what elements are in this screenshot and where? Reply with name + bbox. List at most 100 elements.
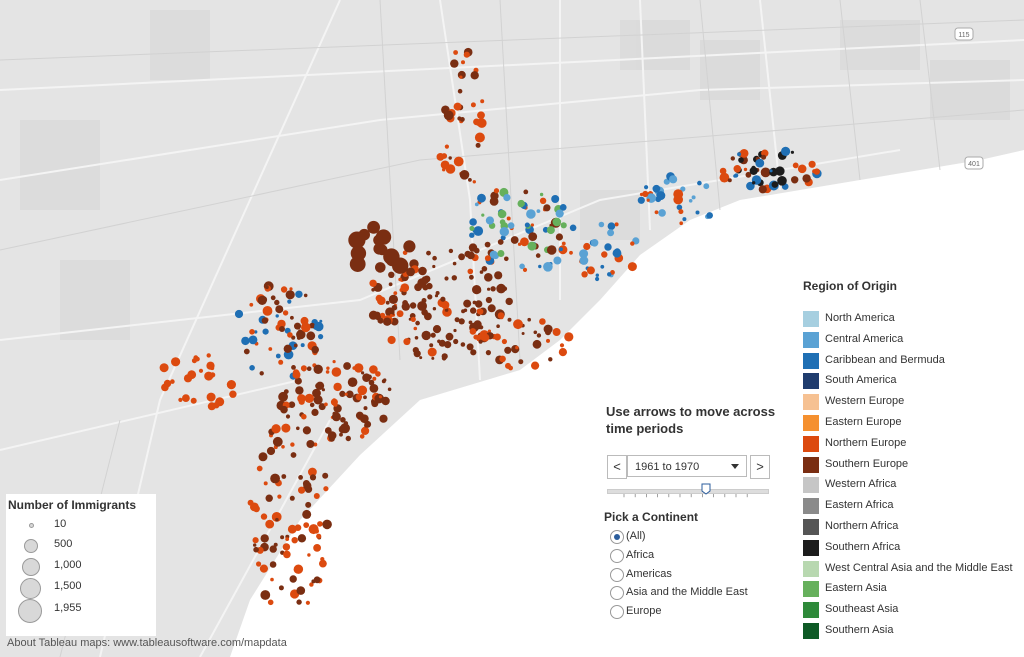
immigrant-marker[interactable] [396, 310, 404, 318]
immigrant-marker[interactable] [290, 442, 295, 447]
immigrant-marker[interactable] [339, 390, 346, 397]
immigrant-marker[interactable] [324, 402, 328, 407]
prev-period-button[interactable]: < [607, 455, 627, 479]
immigrant-marker[interactable] [758, 185, 767, 194]
immigrant-marker[interactable] [317, 521, 323, 527]
immigrant-marker[interactable] [313, 576, 321, 584]
immigrant-marker[interactable] [442, 307, 452, 317]
immigrant-marker[interactable] [410, 316, 416, 322]
immigrant-marker[interactable] [417, 278, 427, 288]
immigrant-marker[interactable] [332, 360, 336, 364]
immigrant-marker[interactable] [206, 353, 211, 358]
immigrant-marker[interactable] [441, 356, 447, 361]
immigrant-marker[interactable] [481, 333, 490, 342]
immigrant-marker[interactable] [614, 222, 619, 227]
region-legend-item[interactable]: Eastern Asia [803, 580, 1021, 598]
immigrant-marker[interactable] [727, 178, 732, 183]
immigrant-marker[interactable] [749, 166, 758, 175]
immigrant-marker[interactable] [450, 59, 459, 68]
immigrant-marker[interactable] [348, 231, 366, 249]
immigrant-marker[interactable] [497, 209, 507, 219]
immigrant-marker[interactable] [507, 317, 512, 322]
immigrant-marker[interactable] [760, 167, 771, 178]
immigrant-marker[interactable] [484, 273, 493, 282]
immigrant-marker[interactable] [555, 209, 564, 218]
immigrant-marker[interactable] [595, 276, 600, 282]
immigrant-marker[interactable] [269, 545, 277, 553]
immigrant-marker[interactable] [295, 290, 303, 298]
immigrant-marker[interactable] [496, 324, 500, 329]
immigrant-marker[interactable] [285, 537, 290, 541]
immigrant-marker[interactable] [487, 329, 491, 333]
immigrant-marker[interactable] [375, 262, 386, 273]
immigrant-marker[interactable] [350, 245, 367, 261]
immigrant-marker[interactable] [414, 336, 419, 340]
region-legend-item[interactable]: South America [803, 372, 1021, 390]
immigrant-marker[interactable] [502, 286, 508, 292]
immigrant-marker[interactable] [413, 326, 418, 331]
immigrant-marker[interactable] [401, 302, 410, 311]
immigrant-marker[interactable] [206, 392, 216, 402]
immigrant-marker[interactable] [316, 533, 322, 539]
immigrant-marker[interactable] [271, 512, 282, 522]
immigrant-marker[interactable] [521, 332, 525, 335]
immigrant-marker[interactable] [375, 371, 381, 377]
immigrant-marker[interactable] [265, 494, 273, 502]
immigrant-marker[interactable] [315, 381, 325, 390]
immigrant-marker[interactable] [419, 356, 423, 360]
immigrant-marker[interactable] [755, 158, 765, 168]
immigrant-marker[interactable] [369, 365, 378, 374]
immigrant-marker[interactable] [553, 256, 562, 265]
immigrant-marker[interactable] [499, 315, 504, 320]
immigrant-marker[interactable] [325, 370, 330, 374]
immigrant-marker[interactable] [308, 467, 317, 477]
immigrant-marker[interactable] [473, 247, 480, 254]
immigrant-marker[interactable] [499, 355, 506, 363]
immigrant-marker[interactable] [373, 234, 385, 246]
immigrant-marker[interactable] [327, 431, 337, 440]
immigrant-marker[interactable] [598, 221, 605, 228]
immigrant-marker[interactable] [530, 223, 535, 227]
immigrant-marker[interactable] [730, 156, 735, 161]
region-legend-item[interactable]: Eastern Africa [803, 497, 1021, 515]
immigrant-marker[interactable] [263, 481, 268, 486]
immigrant-marker[interactable] [533, 330, 538, 335]
immigrant-marker[interactable] [497, 250, 505, 257]
immigrant-marker[interactable] [452, 261, 457, 266]
immigrant-marker[interactable] [484, 255, 491, 262]
map-attribution[interactable]: About Tableau maps: www.tableausoftware.… [7, 637, 287, 649]
immigrant-marker[interactable] [305, 600, 310, 605]
immigrant-marker[interactable] [697, 180, 702, 186]
immigrant-marker[interactable] [375, 294, 383, 302]
immigrant-marker[interactable] [472, 180, 476, 184]
immigrant-marker[interactable] [703, 183, 710, 190]
immigrant-marker[interactable] [555, 233, 564, 241]
immigrant-marker[interactable] [579, 249, 589, 259]
immigrant-marker[interactable] [561, 241, 566, 246]
immigrant-marker[interactable] [314, 528, 319, 534]
immigrant-marker[interactable] [560, 222, 567, 229]
immigrant-marker[interactable] [479, 270, 484, 274]
immigrant-marker[interactable] [771, 181, 779, 188]
immigrant-marker[interactable] [511, 345, 520, 354]
immigrant-marker[interactable] [346, 390, 354, 399]
immigrant-marker[interactable] [453, 338, 459, 345]
immigrant-marker[interactable] [432, 264, 436, 269]
immigrant-marker[interactable] [307, 553, 311, 557]
immigrant-marker[interactable] [375, 314, 382, 321]
immigrant-marker[interactable] [478, 339, 483, 344]
immigrant-marker[interactable] [369, 384, 379, 393]
immigrant-marker[interactable] [738, 157, 744, 163]
immigrant-marker[interactable] [387, 387, 392, 392]
immigrant-marker[interactable] [610, 270, 615, 275]
immigrant-marker[interactable] [347, 377, 358, 388]
region-legend-item[interactable]: North America [803, 310, 1021, 328]
immigrant-marker[interactable] [378, 395, 383, 399]
immigrant-marker[interactable] [261, 317, 269, 324]
immigrant-marker[interactable] [745, 171, 752, 178]
immigrant-marker[interactable] [281, 445, 285, 449]
immigrant-marker[interactable] [259, 371, 264, 376]
immigrant-marker[interactable] [318, 403, 326, 411]
immigrant-marker[interactable] [302, 509, 312, 519]
immigrant-marker[interactable] [247, 499, 254, 506]
